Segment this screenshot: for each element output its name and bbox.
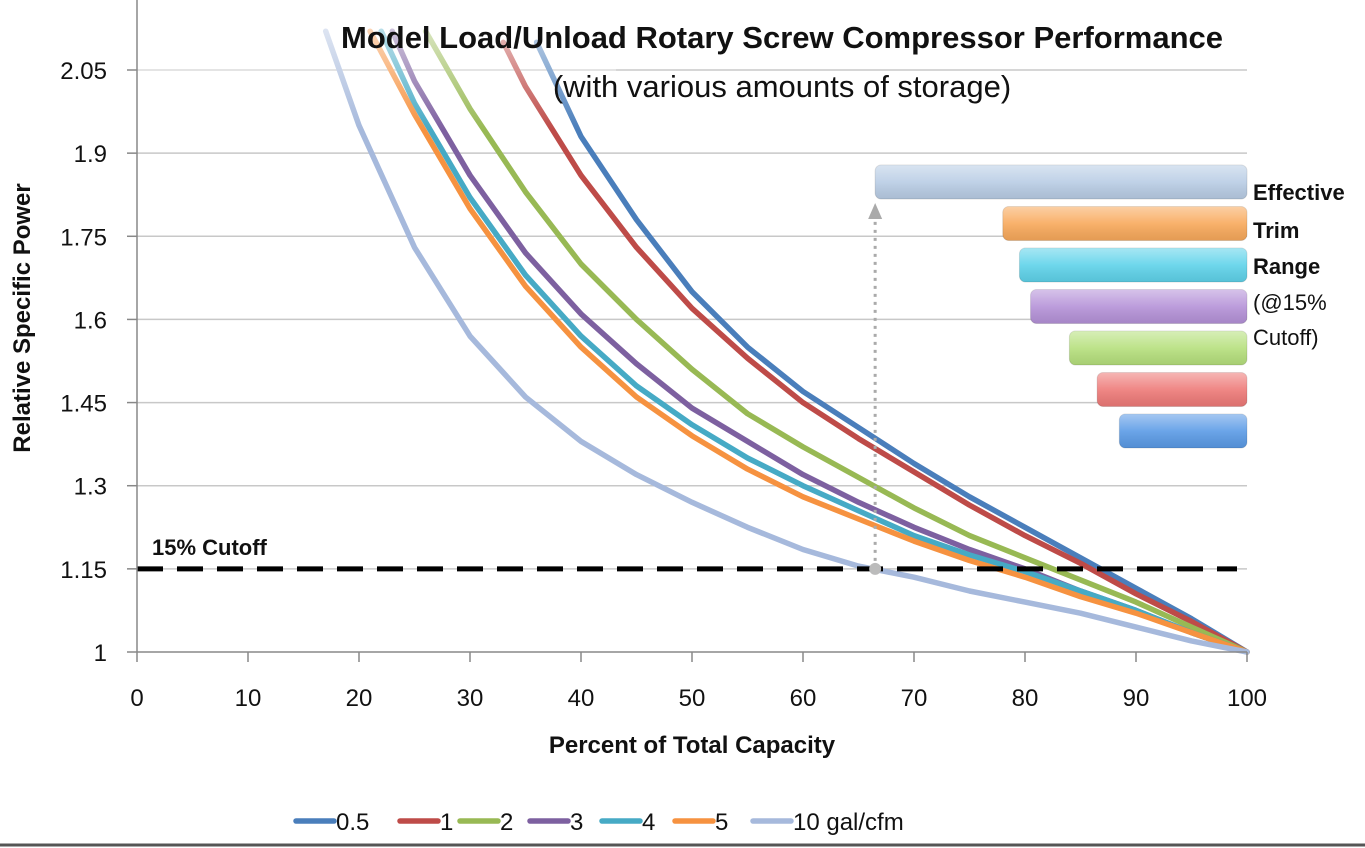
legend: 0.5 1 2 3 4 5 10 gal/cfm	[293, 809, 904, 836]
series-line	[533, 39, 1250, 655]
chart-subtitle: (with various amounts of storage)	[553, 69, 1011, 104]
x-tick-label: 50	[679, 685, 706, 712]
y-tick-label: 2.05	[60, 58, 107, 85]
y-tick-label: 1.6	[74, 307, 107, 334]
legend-label: 2	[500, 809, 513, 836]
trim-arrow-head	[868, 203, 883, 219]
series-line	[322, 28, 1250, 655]
x-tick-label: 80	[1012, 685, 1039, 712]
legend-label: 5	[715, 809, 728, 836]
x-tick-label: 10	[235, 685, 262, 712]
y-tick-label: 1.9	[74, 141, 107, 168]
chart-title: Model Load/Unload Rotary Screw Compresso…	[341, 20, 1223, 55]
trim-bar-shine	[1030, 289, 1247, 324]
trim-bar-shine	[1069, 331, 1247, 365]
y-tick-label: 1	[94, 640, 107, 667]
series-line	[422, 28, 1250, 655]
y-tick-label: 1.15	[60, 557, 107, 584]
trim-bars	[874, 164, 1248, 449]
annotation-line: (@15%	[1253, 290, 1327, 315]
x-tick-label: 40	[568, 685, 595, 712]
legend-label: 3	[570, 809, 583, 836]
cutoff-group: 15% Cutoff	[137, 203, 1237, 575]
legend-label: 1	[440, 809, 453, 836]
series-lines	[322, 28, 1250, 655]
y-axis-title: Relative Specific Power	[9, 183, 36, 452]
trim-bar-shine	[1097, 372, 1247, 407]
annotation-line: Cutoff)	[1253, 325, 1319, 350]
top-fade-overlay	[136, 0, 616, 130]
trim-bar-shine	[1019, 248, 1247, 282]
series-line	[378, 28, 1250, 655]
annotation-line: Effective	[1253, 180, 1345, 205]
axes: 1 1.15 1.3 1.45 1.6 1.75 1.9 2.05 0 10 20 30 40 50 60 7…	[60, 0, 1267, 712]
x-axis-title: Percent of Total Capacity	[549, 732, 836, 759]
annotation-line: Range	[1253, 254, 1320, 279]
legend-label: 0.5	[336, 809, 369, 836]
x-tick-label: 0	[130, 685, 143, 712]
y-tick-label: 1.45	[60, 391, 107, 418]
series-line	[367, 28, 1250, 655]
x-tick-label: 70	[901, 685, 928, 712]
cutoff-label: 15% Cutoff	[152, 535, 268, 560]
cutoff-marker	[869, 562, 882, 575]
y-tick-label: 1.75	[60, 224, 107, 251]
x-tick-label: 30	[457, 685, 484, 712]
legend-label: 4	[642, 809, 655, 836]
trim-bar-shine	[1002, 206, 1247, 241]
x-tick-label: 20	[346, 685, 373, 712]
annotation-line: Trim	[1253, 218, 1299, 243]
trim-range-annotation: Effective Trim Range (@15% Cutoff)	[1253, 180, 1345, 350]
series-line	[500, 39, 1250, 655]
trim-bar-shine	[1119, 414, 1247, 448]
legend-label: 10 gal/cfm	[793, 809, 904, 836]
trim-bar-shine	[875, 165, 1247, 199]
y-tick-label: 1.3	[74, 474, 107, 501]
x-tick-label: 60	[790, 685, 817, 712]
x-tick-label: 90	[1123, 685, 1150, 712]
x-tick-label: 100	[1227, 685, 1267, 712]
